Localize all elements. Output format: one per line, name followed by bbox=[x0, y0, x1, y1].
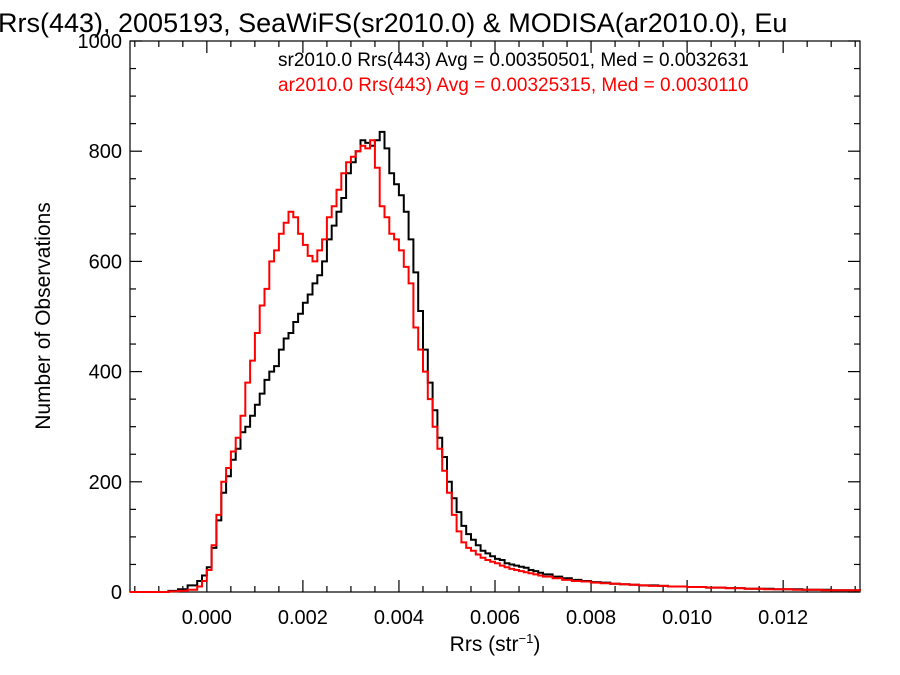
x-axis-label: Rrs (str−1) bbox=[450, 631, 541, 656]
y-tick-label: 0 bbox=[111, 582, 122, 604]
y-tick-label: 800 bbox=[89, 141, 122, 163]
x-tick-label: 0.000 bbox=[182, 607, 232, 629]
y-tick-label: 1000 bbox=[78, 31, 123, 53]
annotation-ar2010: ar2010.0 Rrs(443) Avg = 0.00325315, Med … bbox=[278, 75, 748, 96]
y-tick-label: 400 bbox=[89, 362, 122, 384]
x-tick-label: 0.006 bbox=[470, 607, 520, 629]
x-tick-label: 0.002 bbox=[278, 607, 328, 629]
tick-labels: 0.000 0.002 0.004 0.006 0.008 0.010 0.012 0 200 4… bbox=[78, 31, 809, 629]
chart-title: Rrs(443), 2005193, SeaWiFS(sr2010.0) & M… bbox=[0, 8, 787, 38]
y-tick-label: 600 bbox=[89, 251, 122, 273]
annotation-sr2010: sr2010.0 Rrs(443) Avg = 0.00350501, Med … bbox=[278, 50, 749, 71]
series-layer bbox=[130, 130, 861, 593]
x-axis-label-main: Rrs (str bbox=[450, 633, 519, 656]
series-line-ar2010.0 bbox=[130, 139, 861, 593]
y-tick-label: 200 bbox=[89, 472, 122, 494]
x-axis-label-superscript: −1 bbox=[519, 631, 534, 646]
x-axis-label-end: ) bbox=[533, 633, 540, 656]
x-tick-label: 0.004 bbox=[374, 607, 424, 629]
x-tick-label: 0.010 bbox=[662, 607, 712, 629]
x-tick-label: 0.012 bbox=[758, 607, 808, 629]
y-axis-label: Number of Observations bbox=[32, 202, 55, 430]
x-tick-label: 0.008 bbox=[566, 607, 616, 629]
